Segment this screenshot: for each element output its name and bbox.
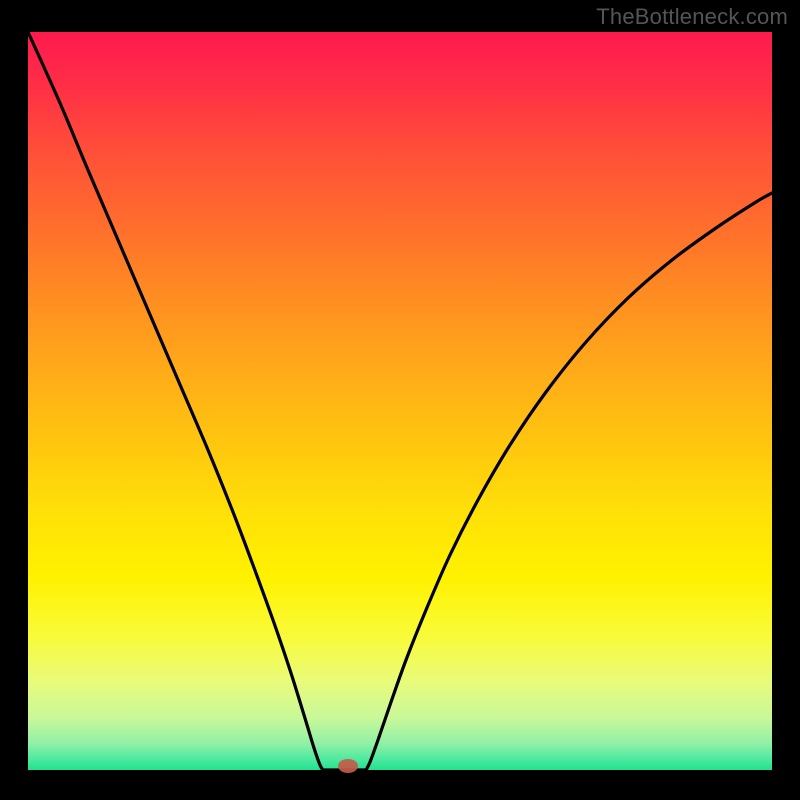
chart-container: TheBottleneck.com	[0, 0, 800, 800]
chart-svg	[0, 0, 800, 800]
watermark-text: TheBottleneck.com	[596, 4, 788, 30]
plot-background	[28, 32, 772, 770]
optimal-marker	[338, 759, 358, 773]
